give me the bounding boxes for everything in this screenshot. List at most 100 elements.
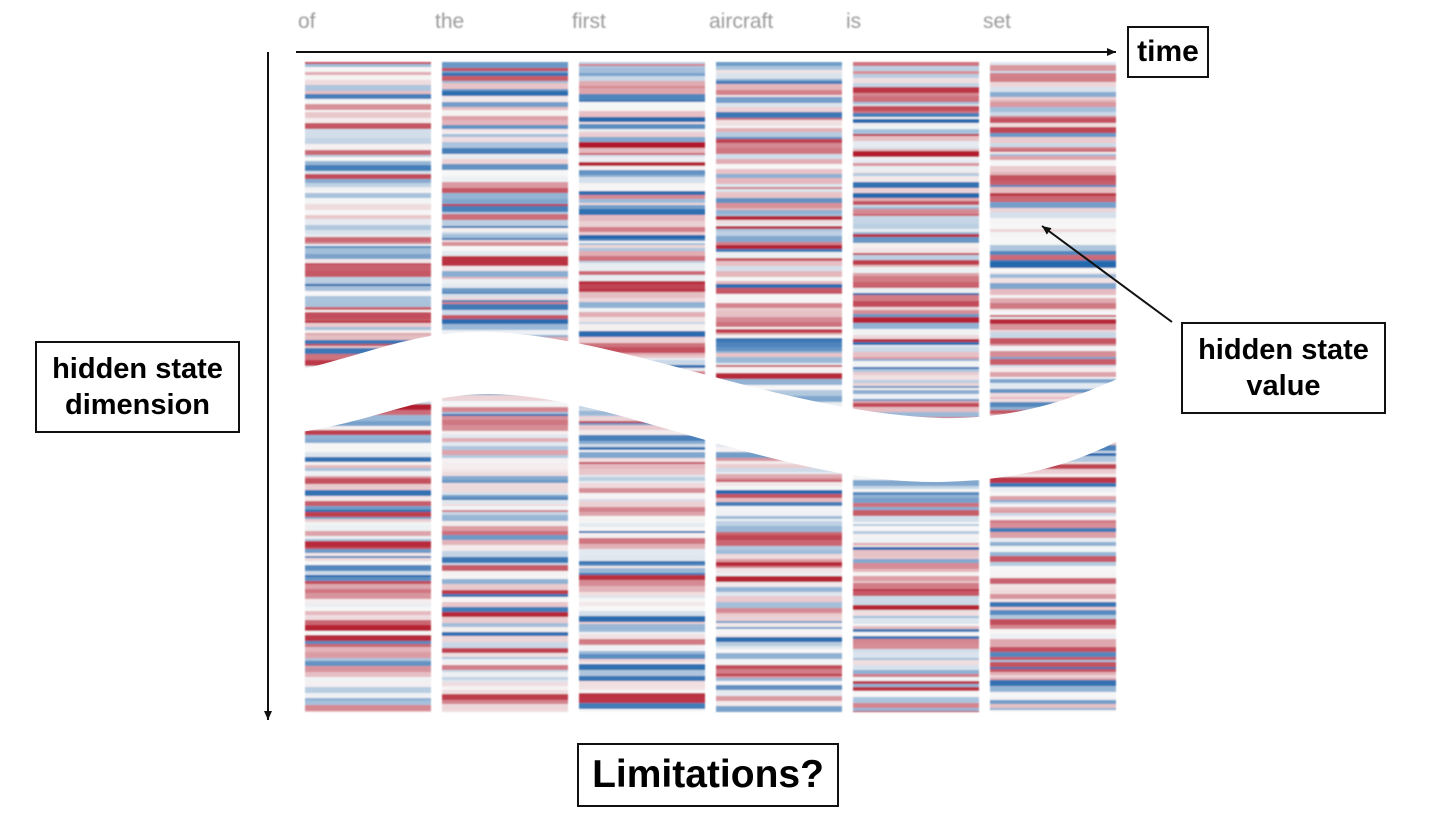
hidden-state-cell — [579, 175, 705, 177]
hidden-state-cell — [442, 188, 568, 193]
hidden-state-cell — [305, 165, 431, 171]
hidden-state-cell — [305, 565, 431, 571]
hidden-state-cell — [305, 171, 431, 174]
hidden-state-cell — [853, 307, 979, 310]
hidden-state-cell — [990, 289, 1116, 295]
hidden-state-cell — [442, 642, 568, 648]
hidden-state-cell — [305, 581, 431, 584]
hidden-state-cell — [579, 703, 705, 709]
hidden-state-cell — [442, 240, 568, 242]
hidden-state-cell — [716, 526, 842, 532]
hidden-state-cell — [853, 660, 979, 665]
hidden-state-cell — [716, 143, 842, 148]
hidden-state-cell — [853, 171, 979, 173]
hidden-state-cell — [853, 182, 979, 188]
hidden-state-cell — [716, 550, 842, 554]
hidden-state-cell — [579, 298, 705, 302]
hidden-state-cell — [990, 507, 1116, 510]
hidden-state-cell — [305, 439, 431, 443]
hidden-state-cell — [716, 249, 842, 252]
hidden-state-cell — [990, 492, 1116, 496]
hidden-state-cell — [442, 142, 568, 148]
hidden-state-cell — [990, 255, 1116, 260]
hidden-state-cell — [579, 157, 705, 162]
hidden-state-cell — [305, 512, 431, 517]
hidden-state-cell — [990, 181, 1116, 185]
hidden-state-cell — [579, 155, 705, 157]
hidden-state-cell — [579, 423, 705, 425]
hidden-state-cell — [442, 492, 568, 495]
hidden-state-cell — [716, 174, 842, 178]
hidden-state-cell — [853, 248, 979, 253]
hidden-state-cell — [579, 235, 705, 239]
hidden-state-cell — [853, 163, 979, 166]
hidden-state-cell — [990, 156, 1116, 160]
hidden-state-cell — [442, 551, 568, 557]
hidden-state-cell — [716, 333, 842, 335]
hidden-state-cell — [990, 92, 1116, 97]
hidden-state-cell — [716, 281, 842, 284]
hidden-state-cell — [990, 487, 1116, 492]
hidden-state-cell — [853, 62, 979, 66]
hidden-state-cell — [442, 535, 568, 540]
hidden-state-cell — [305, 615, 431, 620]
hidden-state-cell — [579, 215, 705, 221]
hidden-state-cell — [442, 463, 568, 469]
hidden-state-cell — [853, 510, 979, 516]
hidden-state-cell — [305, 506, 431, 508]
hidden-state-cell — [853, 293, 979, 295]
hidden-state-cell — [716, 596, 842, 602]
hidden-state-cell — [579, 271, 705, 275]
hidden-state-cell — [442, 330, 568, 335]
hidden-state-cell — [716, 566, 842, 568]
hidden-state-cell — [716, 317, 842, 322]
hidden-state-cell — [305, 138, 431, 140]
hidden-state-cell — [579, 347, 705, 353]
hidden-state-cell — [305, 522, 431, 525]
hidden-state-cell — [716, 308, 842, 311]
hidden-state-cell — [716, 118, 842, 120]
hidden-state-cell — [990, 393, 1116, 397]
hidden-state-cell — [853, 339, 979, 342]
hidden-state-cell — [579, 281, 705, 284]
hidden-state-cell — [442, 131, 568, 134]
hidden-state-cell — [579, 654, 705, 659]
hidden-state-cell — [305, 291, 431, 296]
hidden-state-cell — [716, 532, 842, 535]
hidden-state-cell — [853, 677, 979, 681]
hidden-state-cell — [853, 503, 979, 507]
hidden-state-cell — [305, 666, 431, 672]
hidden-state-cell — [716, 327, 842, 329]
hidden-state-cell — [305, 198, 431, 204]
hidden-state-cell — [305, 465, 431, 468]
hidden-state-cell — [853, 317, 979, 323]
hidden-state-cell — [442, 510, 568, 512]
hidden-state-cell — [305, 421, 431, 426]
hidden-state-cell — [853, 480, 979, 486]
hidden-state-cell — [716, 198, 842, 203]
hidden-state-cell — [716, 62, 842, 66]
hidden-state-cell — [853, 486, 979, 489]
hidden-state-cell — [853, 229, 979, 232]
hidden-state-cell — [853, 507, 979, 510]
hidden-state-cell — [716, 347, 842, 351]
hidden-state-cell — [990, 152, 1116, 154]
hidden-state-cell — [716, 478, 842, 480]
hidden-state-cell — [990, 379, 1116, 383]
hidden-state-cell — [716, 148, 842, 154]
hidden-state-cell — [716, 335, 842, 338]
hidden-state-cell — [716, 229, 842, 231]
hidden-state-cell — [442, 148, 568, 154]
hidden-state-cell — [305, 484, 431, 490]
hidden-state-cell — [579, 499, 705, 501]
hidden-state-cell — [990, 686, 1116, 692]
hidden-state-cell — [305, 620, 431, 625]
hidden-state-cell — [716, 554, 842, 559]
hidden-state-cell — [579, 312, 705, 317]
hidden-state-cell — [579, 248, 705, 251]
hidden-state-cell — [853, 129, 979, 134]
hidden-state-cell — [579, 447, 705, 450]
hidden-state-cell — [990, 619, 1116, 625]
hidden-state-cell — [442, 442, 568, 446]
hidden-state-cell — [442, 401, 568, 407]
